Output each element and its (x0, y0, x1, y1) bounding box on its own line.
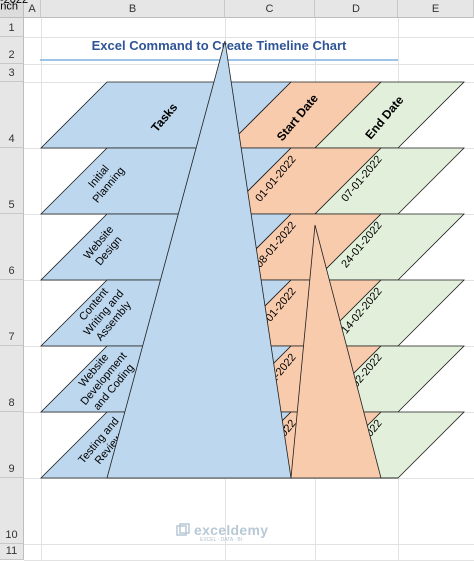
select-all-corner[interactable] (0, 0, 24, 18)
row-header-9[interactable]: 9 (0, 412, 24, 478)
row-header-2[interactable]: 2 (0, 37, 24, 64)
start-date-shape[interactable] (290, 224, 382, 479)
task-label: WebsiteLaunch (0, 0, 18, 12)
row-gridline (24, 544, 474, 545)
row-gridline (24, 64, 474, 65)
row-header-7[interactable]: 7 (0, 280, 24, 346)
exceldemy-logo-icon (176, 523, 190, 536)
column-header-a[interactable]: A (24, 0, 41, 18)
row-gridline (24, 478, 474, 479)
row-header-10[interactable]: 10 (0, 478, 24, 544)
title-underline (40, 59, 398, 61)
start-date-value-line: 05-03-2022 (0, 0, 28, 6)
column-gridline (41, 18, 42, 560)
task-label-line: Launch (0, 0, 18, 12)
row-header-1[interactable]: 1 (0, 18, 24, 37)
watermark-tagline: EXCEL · DATA · BI (200, 537, 243, 543)
row-header-4[interactable]: 4 (0, 82, 24, 148)
chart-title: Excel Command to Create Timeline Chart (91, 38, 347, 53)
row-gridline (24, 37, 474, 38)
column-header-c[interactable]: C (225, 0, 315, 18)
watermark: exceldemy (176, 519, 286, 541)
task-shape[interactable] (106, 40, 292, 479)
row-header-3[interactable]: 3 (0, 64, 24, 82)
column-header-b[interactable]: B (41, 0, 225, 18)
row-header-5[interactable]: 5 (0, 148, 24, 214)
row-header-6[interactable]: 6 (0, 214, 24, 280)
start-date-value: 05-03-2022 (0, 0, 28, 6)
column-header-d[interactable]: D (315, 0, 398, 18)
watermark-name: exceldemy (194, 522, 269, 538)
row-header-8[interactable]: 8 (0, 346, 24, 412)
